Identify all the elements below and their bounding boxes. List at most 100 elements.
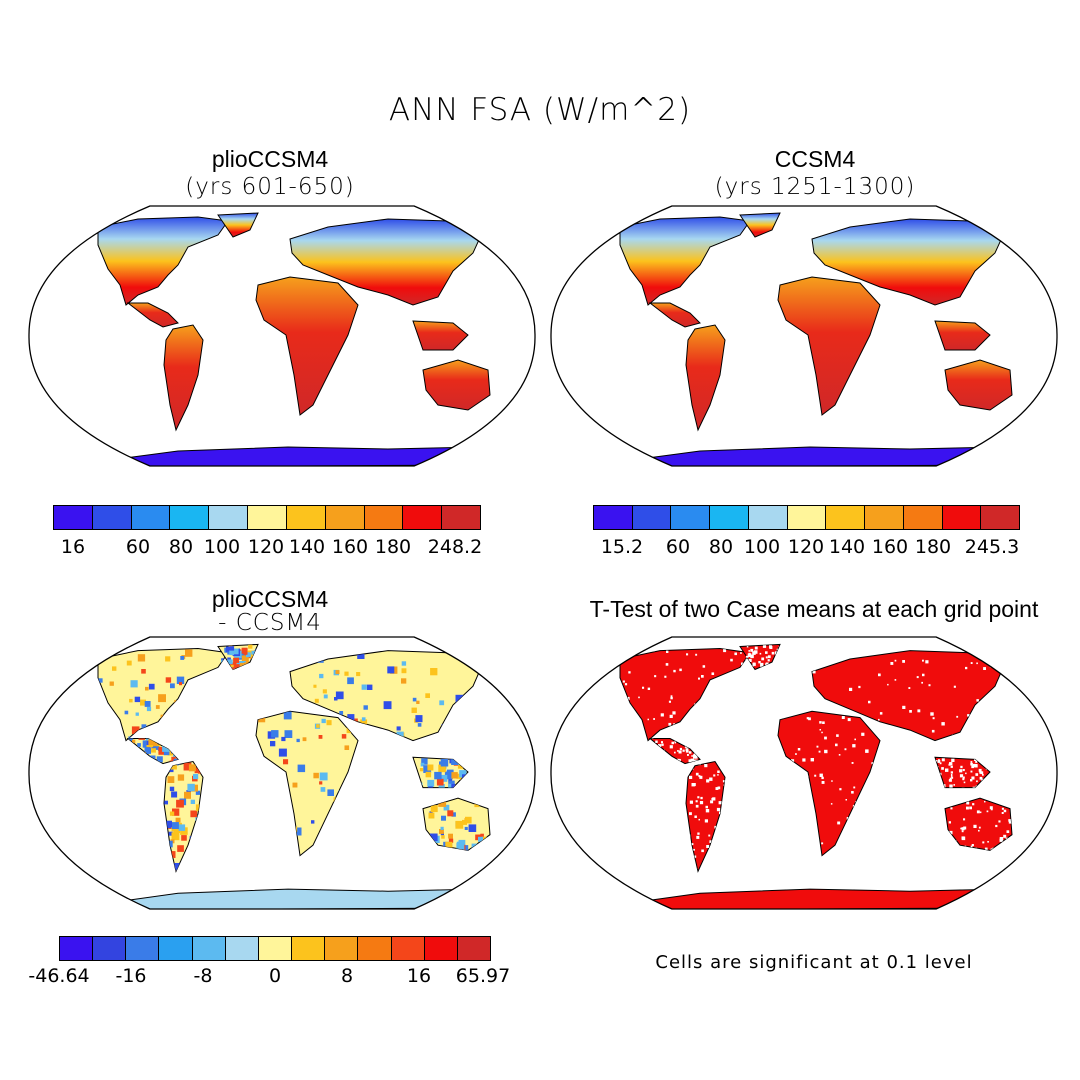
- grid-cell: [458, 724, 466, 732]
- grid-cell: [476, 849, 482, 855]
- grid-cell: [221, 678, 229, 686]
- grid-cell: [654, 756, 658, 760]
- grid-cell: [781, 811, 784, 813]
- grid-cell: [773, 663, 776, 666]
- grid-cell: [229, 650, 234, 656]
- grid-cell: [327, 789, 334, 796]
- grid-cell: [210, 736, 216, 743]
- grid-cell: [970, 761, 973, 763]
- grid-cell: [932, 717, 935, 720]
- grid-cell: [850, 820, 854, 823]
- grid-cell: [674, 760, 678, 763]
- grid-cell: [715, 838, 719, 842]
- grid-cell: [812, 670, 816, 674]
- colorbar-swatch: [291, 937, 325, 960]
- grid-cell: [417, 782, 423, 789]
- grid-cell: [194, 767, 201, 774]
- map-border: [28, 205, 536, 467]
- grid-cell: [985, 757, 989, 761]
- grid-cell: [709, 777, 713, 781]
- grid-cell: [705, 865, 709, 869]
- grid-cell: [175, 817, 181, 823]
- grid-cell: [443, 804, 450, 811]
- grid-cell: [723, 649, 727, 653]
- grid-cell: [868, 718, 872, 722]
- colorbar-swatch: [402, 506, 442, 529]
- grid-cell: [701, 675, 704, 678]
- grid-cell: [956, 715, 959, 718]
- grid-cell: [704, 693, 708, 696]
- grid-cell: [969, 806, 972, 810]
- grid-cell: [983, 761, 987, 765]
- grid-cell: [925, 660, 929, 664]
- grid-cell: [687, 754, 689, 756]
- grid-cell: [706, 779, 710, 783]
- grid-cell: [693, 855, 697, 858]
- map-plio: [28, 205, 536, 467]
- grid-cell: [788, 772, 791, 774]
- grid-cell: [240, 665, 248, 673]
- colorbar-plio-label: 16: [60, 536, 86, 558]
- grid-cell: [673, 669, 676, 673]
- land-region: [126, 302, 179, 328]
- grid-cell: [361, 684, 367, 690]
- grid-cell: [322, 689, 327, 694]
- grid-cell: [278, 769, 282, 772]
- grid-cell: [931, 729, 935, 733]
- grid-cell: [292, 652, 297, 657]
- grid-cell: [715, 833, 719, 837]
- grid-cell: [353, 769, 359, 775]
- grid-cell: [1006, 830, 1010, 833]
- grid-cell: [461, 757, 470, 766]
- grid-cell: [665, 663, 669, 666]
- grid-cell: [429, 849, 436, 856]
- grid-cell: [737, 738, 739, 740]
- grid-cell: [183, 762, 192, 771]
- grid-cell: [858, 685, 861, 689]
- grid-cell: [474, 716, 481, 723]
- grid-cell: [134, 696, 141, 703]
- grid-cell: [319, 781, 323, 785]
- colorbar-plio-label: 180: [374, 536, 412, 558]
- grid-cell: [465, 816, 472, 824]
- grid-cell: [966, 801, 970, 805]
- grid-cell: [1003, 834, 1007, 838]
- grid-cell: [181, 835, 187, 841]
- grid-cell: [687, 768, 690, 771]
- grid-cell: [361, 737, 368, 744]
- grid-cell: [754, 646, 758, 650]
- grid-cell: [711, 864, 714, 867]
- grid-cell: [144, 747, 151, 754]
- grid-cell: [273, 811, 281, 819]
- grid-cell: [138, 760, 146, 768]
- grid-cell: [713, 704, 717, 708]
- grid-cell: [978, 826, 981, 829]
- grid-cell: [867, 800, 870, 803]
- grid-cell: [1001, 812, 1004, 814]
- grid-cell: [438, 799, 447, 807]
- grid-cell: [790, 846, 793, 849]
- grid-cell: [170, 763, 177, 770]
- grid-cell: [712, 712, 715, 715]
- grid-cell: [950, 803, 952, 806]
- grid-cell: [695, 800, 698, 803]
- grid-cell: [347, 714, 355, 722]
- grid-cell: [451, 725, 455, 730]
- grid-cell: [652, 746, 654, 749]
- colorbar-diff-label: -16: [115, 965, 147, 987]
- colorbar-swatch: [441, 506, 480, 529]
- grid-cell: [248, 644, 253, 649]
- grid-cell: [158, 694, 166, 703]
- land-region: [106, 446, 484, 466]
- grid-cell: [130, 680, 138, 688]
- colorbar-swatch: [208, 506, 248, 529]
- grid-cell: [196, 824, 203, 831]
- grid-cell: [258, 715, 266, 723]
- grid-cell: [253, 661, 260, 668]
- grid-cell: [664, 675, 667, 678]
- grid-cell: [704, 764, 708, 768]
- grid-cell: [200, 864, 205, 870]
- grid-cell: [466, 762, 473, 769]
- grid-cell: [705, 809, 710, 813]
- grid-cell: [1003, 809, 1007, 813]
